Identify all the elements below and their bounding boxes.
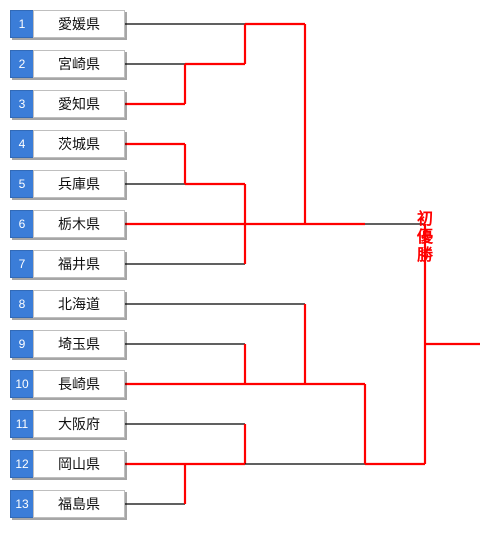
entry-2: 2宮崎県 (10, 50, 125, 78)
entry-1: 1愛媛県 (10, 10, 125, 38)
entry-13: 13福島県 (10, 490, 125, 518)
seed-number: 6 (10, 210, 33, 238)
entry-label: 北海道 (33, 290, 125, 318)
seed-number: 5 (10, 170, 33, 198)
entry-label: 長崎県 (33, 370, 125, 398)
seed-number: 2 (10, 50, 33, 78)
entry-10: 10長崎県 (10, 370, 125, 398)
entry-label: 茨城県 (33, 130, 125, 158)
entry-11: 11大阪府 (10, 410, 125, 438)
entry-label: 福島県 (33, 490, 125, 518)
entry-5: 5兵庫県 (10, 170, 125, 198)
entry-8: 8北海道 (10, 290, 125, 318)
seed-number: 1 (10, 10, 33, 38)
result-label: 初優勝 (410, 210, 434, 264)
entry-7: 7福井県 (10, 250, 125, 278)
entry-label: 福井県 (33, 250, 125, 278)
entry-4: 4茨城県 (10, 130, 125, 158)
entry-label: 宮崎県 (33, 50, 125, 78)
entry-label: 大阪府 (33, 410, 125, 438)
entry-label: 兵庫県 (33, 170, 125, 198)
entry-label: 愛媛県 (33, 10, 125, 38)
entry-9: 9埼玉県 (10, 330, 125, 358)
seed-number: 13 (10, 490, 33, 518)
seed-number: 11 (10, 410, 33, 438)
seed-number: 3 (10, 90, 33, 118)
entry-label: 埼玉県 (33, 330, 125, 358)
seed-number: 7 (10, 250, 33, 278)
seed-number: 8 (10, 290, 33, 318)
seed-number: 4 (10, 130, 33, 158)
seed-number: 12 (10, 450, 33, 478)
entry-3: 3愛知県 (10, 90, 125, 118)
seed-number: 10 (10, 370, 33, 398)
entry-12: 12岡山県 (10, 450, 125, 478)
entry-6: 6栃木県 (10, 210, 125, 238)
entry-label: 栃木県 (33, 210, 125, 238)
entry-label: 愛知県 (33, 90, 125, 118)
entry-label: 岡山県 (33, 450, 125, 478)
seed-number: 9 (10, 330, 33, 358)
